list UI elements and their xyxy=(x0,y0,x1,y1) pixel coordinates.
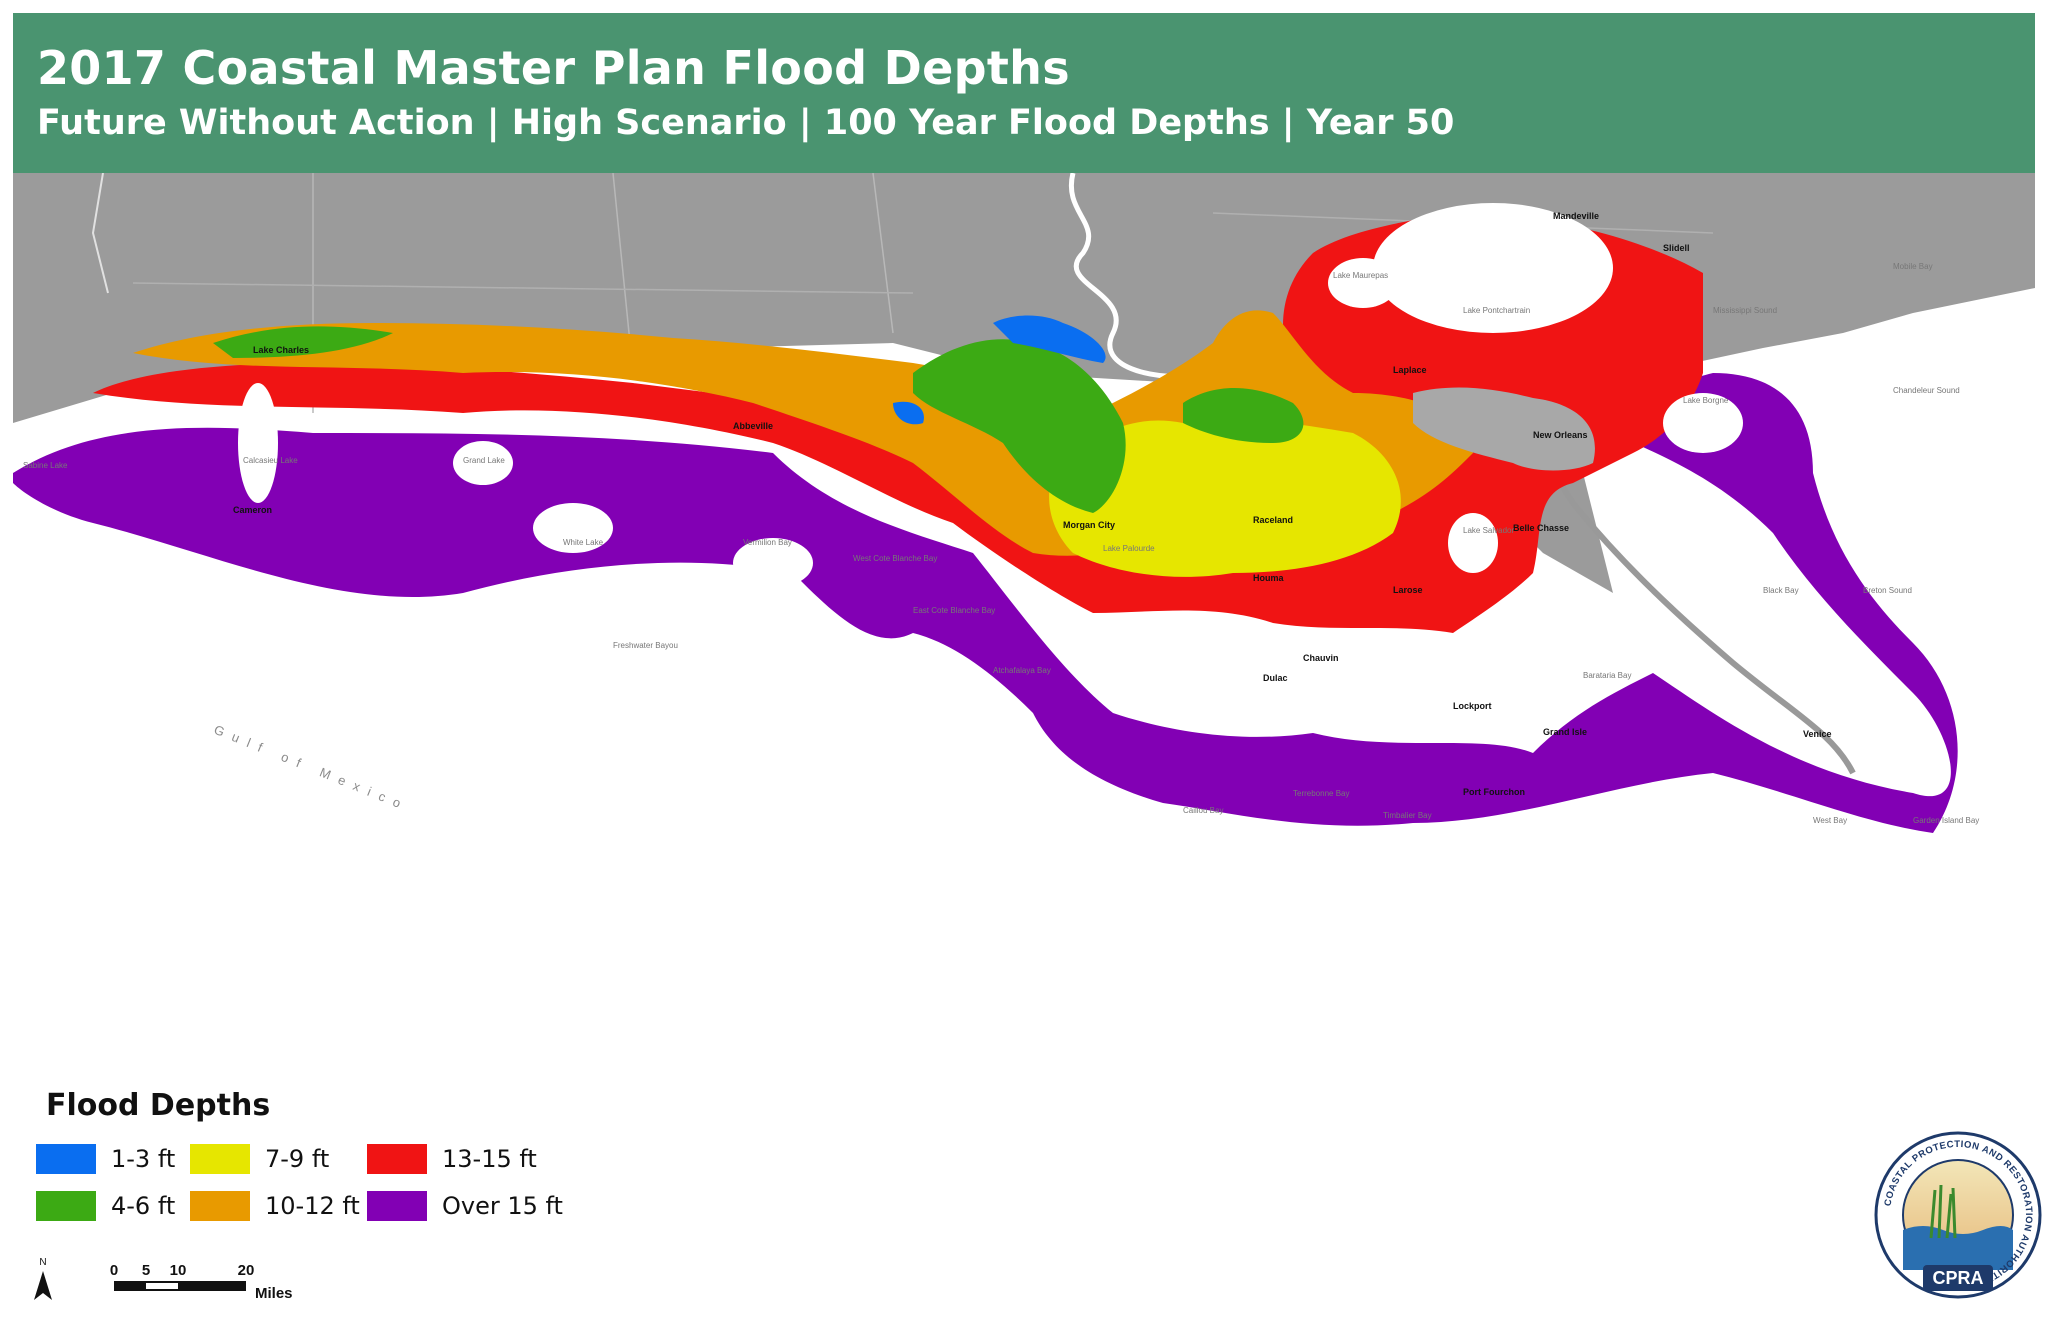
city-new-orleans: New Orleans xyxy=(1533,430,1588,440)
svg-text:Caillou Bay: Caillou Bay xyxy=(1183,806,1223,815)
svg-text:Barataria Bay: Barataria Bay xyxy=(1583,671,1631,680)
city-raceland: Raceland xyxy=(1253,515,1293,525)
svg-text:Breton Sound: Breton Sound xyxy=(1863,586,1912,595)
new-orleans-area xyxy=(1413,387,1595,471)
city-slidell: Slidell xyxy=(1663,243,1690,253)
city-lake-charles: Lake Charles xyxy=(253,345,309,355)
svg-text:Lake Palourde: Lake Palourde xyxy=(1103,544,1155,553)
legend-item-4-6ft: 4-6 ft xyxy=(36,1190,175,1222)
city-houma: Houma xyxy=(1253,573,1284,583)
svg-text:Freshwater Bayou: Freshwater Bayou xyxy=(613,641,678,650)
svg-text:Chandeleur Sound: Chandeleur Sound xyxy=(1893,386,1960,395)
city-larose: Larose xyxy=(1393,585,1423,595)
flood-7-9ft xyxy=(1049,418,1401,577)
lake-borgne xyxy=(1663,393,1743,453)
flood-depth-map: Mandeville Slidell Lake Charles Abbevill… xyxy=(13,173,2035,833)
city-mandeville: Mandeville xyxy=(1553,211,1599,221)
lake-salvador xyxy=(1448,513,1498,573)
svg-text:West Bay: West Bay xyxy=(1813,816,1847,825)
svg-text:White Lake: White Lake xyxy=(563,538,604,547)
map-subtitle: Future Without Action | High Scenario | … xyxy=(37,103,1455,143)
legend-item-1-3ft: 1-3 ft xyxy=(36,1143,175,1175)
city-abbeville: Abbeville xyxy=(733,421,773,431)
legend-swatch xyxy=(36,1144,96,1174)
svg-text:Mobile Bay: Mobile Bay xyxy=(1893,262,1933,271)
vermilion-bay xyxy=(733,538,813,588)
north-arrow-icon xyxy=(34,1271,52,1300)
lake-maurepas xyxy=(1328,258,1398,308)
legend-title: Flood Depths xyxy=(46,1088,271,1123)
legend-item-7-9ft: 7-9 ft xyxy=(190,1143,329,1175)
svg-text:Atchafalaya Bay: Atchafalaya Bay xyxy=(993,666,1051,675)
flood-1-3ft xyxy=(893,315,1106,425)
legend-swatch xyxy=(190,1144,250,1174)
svg-text:20: 20 xyxy=(238,1262,255,1279)
title-banner: 2017 Coastal Master Plan Flood Depths Fu… xyxy=(13,13,2035,173)
city-morgan-city: Morgan City xyxy=(1063,520,1115,530)
city-labels: Mandeville Slidell Lake Charles Abbevill… xyxy=(233,211,1832,797)
svg-text:Sabine Lake: Sabine Lake xyxy=(23,461,68,470)
city-dulac: Dulac xyxy=(1263,673,1288,683)
city-chauvin: Chauvin xyxy=(1303,653,1339,663)
svg-text:Lake Salvador: Lake Salvador xyxy=(1463,526,1514,535)
svg-text:0: 0 xyxy=(110,1262,118,1279)
cpra-acronym: CPRA xyxy=(1932,1268,1983,1288)
legend-item-over-15ft: Over 15 ft xyxy=(367,1190,563,1222)
marsh-grass-icon xyxy=(1929,1184,1957,1239)
lake-pontchartrain xyxy=(1373,203,1613,333)
legend-swatch xyxy=(367,1144,427,1174)
flood-4-6ft xyxy=(213,326,1304,513)
svg-text:Timbalier Bay: Timbalier Bay xyxy=(1383,811,1432,820)
city-laplace: Laplace xyxy=(1393,365,1427,375)
city-port-fourchon: Port Fourchon xyxy=(1463,787,1525,797)
city-venice: Venice xyxy=(1803,729,1832,739)
gulf-of-mexico-label: Gulf of Mexico xyxy=(212,722,411,814)
legend-item-10-12ft: 10-12 ft xyxy=(190,1190,360,1222)
cpra-logo: COASTAL PROTECTION AND RESTORATION AUTHO… xyxy=(1874,1131,2042,1299)
svg-text:East Cote Blanche Bay: East Cote Blanche Bay xyxy=(913,606,995,615)
city-belle-chasse: Belle Chasse xyxy=(1513,523,1569,533)
svg-text:Black Bay: Black Bay xyxy=(1763,586,1799,595)
flood-layers xyxy=(13,213,1958,833)
svg-text:Garden Island Bay: Garden Island Bay xyxy=(1913,816,1979,825)
svg-text:Terrebonne Bay: Terrebonne Bay xyxy=(1293,789,1349,798)
svg-text:Vermilion Bay: Vermilion Bay xyxy=(743,538,792,547)
white-lake xyxy=(533,503,613,553)
grand-lake xyxy=(453,441,513,485)
city-grand-isle: Grand Isle xyxy=(1543,727,1587,737)
flood-over-15ft xyxy=(13,373,1958,833)
svg-text:Lake Borgne: Lake Borgne xyxy=(1683,396,1729,405)
map-title: 2017 Coastal Master Plan Flood Depths xyxy=(37,41,1070,95)
svg-text:Miles: Miles xyxy=(255,1285,293,1302)
svg-text:Calcasieu Lake: Calcasieu Lake xyxy=(243,456,298,465)
svg-text:Mississippi Sound: Mississippi Sound xyxy=(1713,306,1777,315)
svg-text:West Cote Blanche Bay: West Cote Blanche Bay xyxy=(853,554,937,563)
svg-text:5: 5 xyxy=(142,1262,150,1279)
legend-swatch xyxy=(190,1191,250,1221)
scale-bar: N 0 5 10 20 Miles xyxy=(34,1257,293,1302)
svg-text:10: 10 xyxy=(170,1262,187,1279)
lakes xyxy=(238,203,1743,588)
legend-swatch xyxy=(367,1191,427,1221)
legend-item-13-15ft: 13-15 ft xyxy=(367,1143,537,1175)
svg-text:Lake Pontchartrain: Lake Pontchartrain xyxy=(1463,306,1530,315)
calcasieu-lake xyxy=(238,383,278,503)
legend-swatch xyxy=(36,1191,96,1221)
water-labels: Lake Maurepas Lake Pontchartrain Mobile … xyxy=(23,262,1979,825)
city-cameron: Cameron xyxy=(233,505,272,515)
svg-text:Grand Lake: Grand Lake xyxy=(463,456,505,465)
svg-text:Lake Maurepas: Lake Maurepas xyxy=(1333,271,1388,280)
city-lockport: Lockport xyxy=(1453,701,1492,711)
north-label: N xyxy=(39,1257,46,1268)
